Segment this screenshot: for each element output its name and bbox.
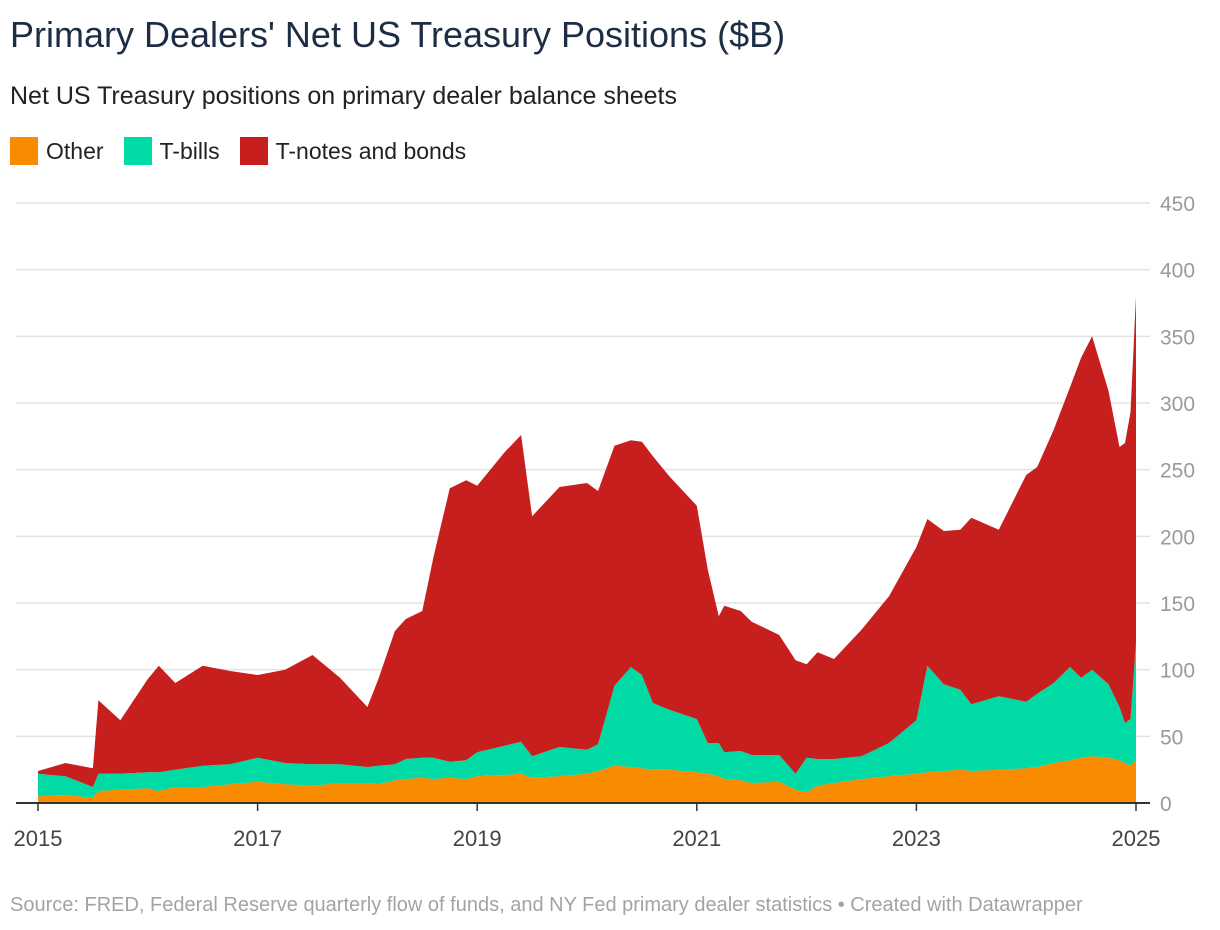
chart-title: Primary Dealers' Net US Treasury Positio…: [10, 14, 786, 55]
y-tick-label-200: 200: [1160, 526, 1195, 549]
legend-label-other: Other: [46, 137, 104, 164]
area-series: [38, 296, 1136, 803]
x-tick-label-2017: 2017: [233, 826, 282, 851]
y-tick-label-450: 450: [1160, 193, 1195, 216]
legend-swatch-notes: [239, 137, 268, 165]
y-tick-label-150: 150: [1160, 593, 1195, 616]
x-tick-label-2019: 2019: [453, 826, 502, 851]
legend: Other T-bills T-notes and bonds: [10, 137, 466, 165]
source-footer: Source: FRED, Federal Reserve quarterly …: [10, 894, 1083, 916]
legend-item-notes: T-notes and bonds: [239, 137, 467, 165]
chart-subtitle: Net US Treasury positions on primary dea…: [10, 82, 677, 110]
axes: 0 50 100 150 200 250 300 350 400 450 2015 2017 2019 2…: [14, 193, 1196, 851]
x-tick-label-2023: 2023: [892, 826, 941, 851]
y-tick-label-50: 50: [1160, 726, 1183, 749]
legend-swatch-other: [10, 137, 38, 165]
area-tbills: [38, 643, 1136, 798]
y-tick-label-300: 300: [1160, 393, 1195, 416]
area-notes: [38, 296, 1136, 787]
y-tick-label-100: 100: [1160, 660, 1195, 683]
area-other: [38, 756, 1136, 803]
x-tick-label-2015: 2015: [14, 826, 63, 851]
x-tick-label-2025: 2025: [1112, 826, 1161, 851]
y-tick-label-350: 350: [1160, 326, 1195, 349]
y-tick-label-0: 0: [1160, 793, 1172, 816]
y-tick-label-400: 400: [1160, 260, 1195, 283]
x-tick-label-2021: 2021: [672, 826, 721, 851]
y-tick-label-250: 250: [1160, 460, 1195, 483]
legend-label-notes: T-notes and bonds: [275, 137, 467, 164]
legend-label-tbills: T-bills: [159, 137, 220, 164]
legend-swatch-tbills: [123, 137, 152, 165]
legend-item-tbills: T-bills: [123, 137, 220, 165]
legend-item-other: Other: [10, 137, 104, 165]
